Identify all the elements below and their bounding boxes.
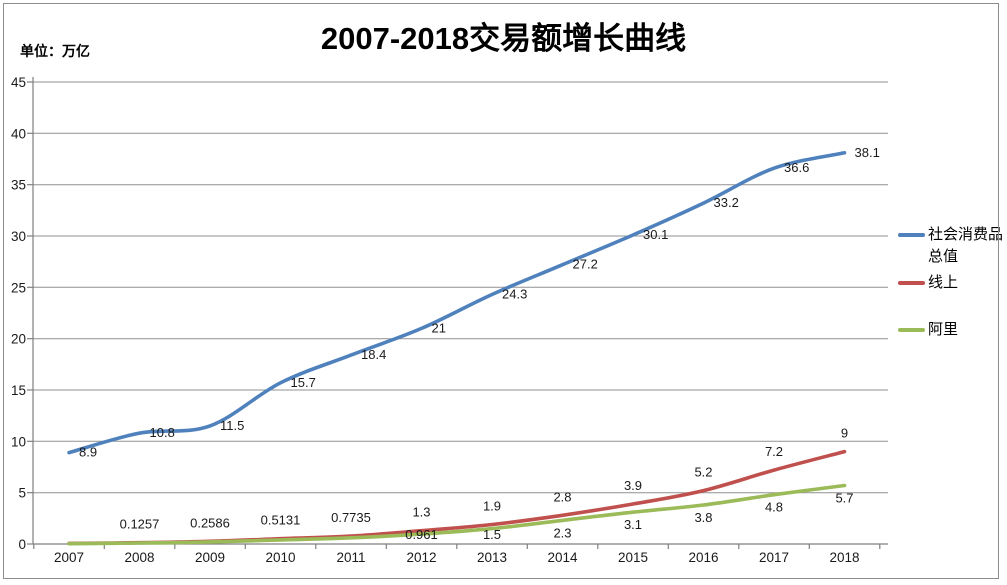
data-point-label: 1.5 <box>483 527 501 542</box>
legend-item-online: 线上 <box>898 272 1006 294</box>
data-point-label: 3.9 <box>624 478 642 493</box>
data-point-label: 0.5131 <box>261 513 301 528</box>
data-point-label: 27.2 <box>573 257 598 272</box>
series-line-2 <box>67 483 847 546</box>
x-tick-label: 2018 <box>829 550 859 565</box>
data-point-label: 2.8 <box>553 489 571 504</box>
data-point-label: 1.3 <box>412 505 430 520</box>
chart-title: 2007-2018交易额增长曲线 <box>320 21 687 56</box>
legend-item-alibaba: 阿里 <box>898 319 1006 341</box>
y-tick-label: 25 <box>11 280 26 295</box>
legend-swatch-alibaba <box>898 328 925 332</box>
data-point-label: 7.2 <box>765 444 783 459</box>
legend-item-social-retail: 社会消费品总值 <box>898 224 1006 268</box>
y-tick-label: 15 <box>11 383 26 398</box>
x-tick-label: 2012 <box>406 550 436 565</box>
data-point-label: 4.8 <box>765 500 783 515</box>
legend-swatch-social-retail <box>898 233 925 237</box>
x-tick-label: 2008 <box>124 550 154 565</box>
data-point-label: 2.3 <box>553 525 571 540</box>
y-tick-label: 40 <box>11 126 26 141</box>
y-tick-label: 30 <box>11 229 26 244</box>
x-tick-label: 2015 <box>618 550 648 565</box>
series-line-1 <box>67 449 847 546</box>
legend-label-online: 线上 <box>928 274 959 291</box>
data-point-label: 8.9 <box>79 445 97 460</box>
data-point-label: 1.9 <box>483 499 501 514</box>
unit-label: 单位：万亿 <box>20 43 90 59</box>
x-tick-label: 2009 <box>195 550 225 565</box>
data-point-label: 21 <box>432 320 446 335</box>
y-tick-label: 0 <box>18 537 26 552</box>
y-tick-label: 45 <box>11 75 26 90</box>
data-point-label: 15.7 <box>291 375 316 390</box>
data-point-label: 10.8 <box>150 425 175 440</box>
series-line-0 <box>67 151 847 455</box>
legend-swatch-online <box>898 281 925 285</box>
data-point-label: 9 <box>841 426 848 441</box>
y-tick-label: 35 <box>11 178 26 193</box>
data-point-label: 5.7 <box>835 491 853 506</box>
data-point-label: 18.4 <box>361 347 386 362</box>
data-point-label: 0.961 <box>405 527 438 542</box>
data-point-label: 30.1 <box>643 227 668 242</box>
x-tick-label: 2016 <box>688 550 718 565</box>
data-point-label: 0.1257 <box>120 517 160 532</box>
data-point-label: 3.8 <box>694 510 712 525</box>
y-tick-label: 5 <box>18 486 26 501</box>
x-tick-label: 2010 <box>265 550 295 565</box>
data-point-label: 38.1 <box>855 145 880 160</box>
x-tick-label: 2013 <box>477 550 507 565</box>
data-point-label: 33.2 <box>714 195 739 210</box>
data-point-label: 36.6 <box>784 160 809 175</box>
legend-label-social-retail: 社会消费品总值 <box>928 226 1004 265</box>
x-tick-label: 2007 <box>54 550 84 565</box>
x-tick-label: 2014 <box>547 550 578 565</box>
y-tick-label: 20 <box>11 332 26 347</box>
data-point-label: 3.1 <box>624 517 642 532</box>
y-tick-label: 10 <box>11 434 26 449</box>
data-point-label: 5.2 <box>694 465 712 480</box>
data-point-label: 0.7735 <box>331 510 371 525</box>
x-tick-label: 2017 <box>759 550 789 565</box>
legend-label-alibaba: 阿里 <box>928 321 959 338</box>
x-tick-label: 2011 <box>336 550 365 565</box>
data-point-label: 24.3 <box>502 287 527 302</box>
data-point-label: 0.2586 <box>190 515 230 530</box>
data-point-label: 11.5 <box>220 418 244 433</box>
